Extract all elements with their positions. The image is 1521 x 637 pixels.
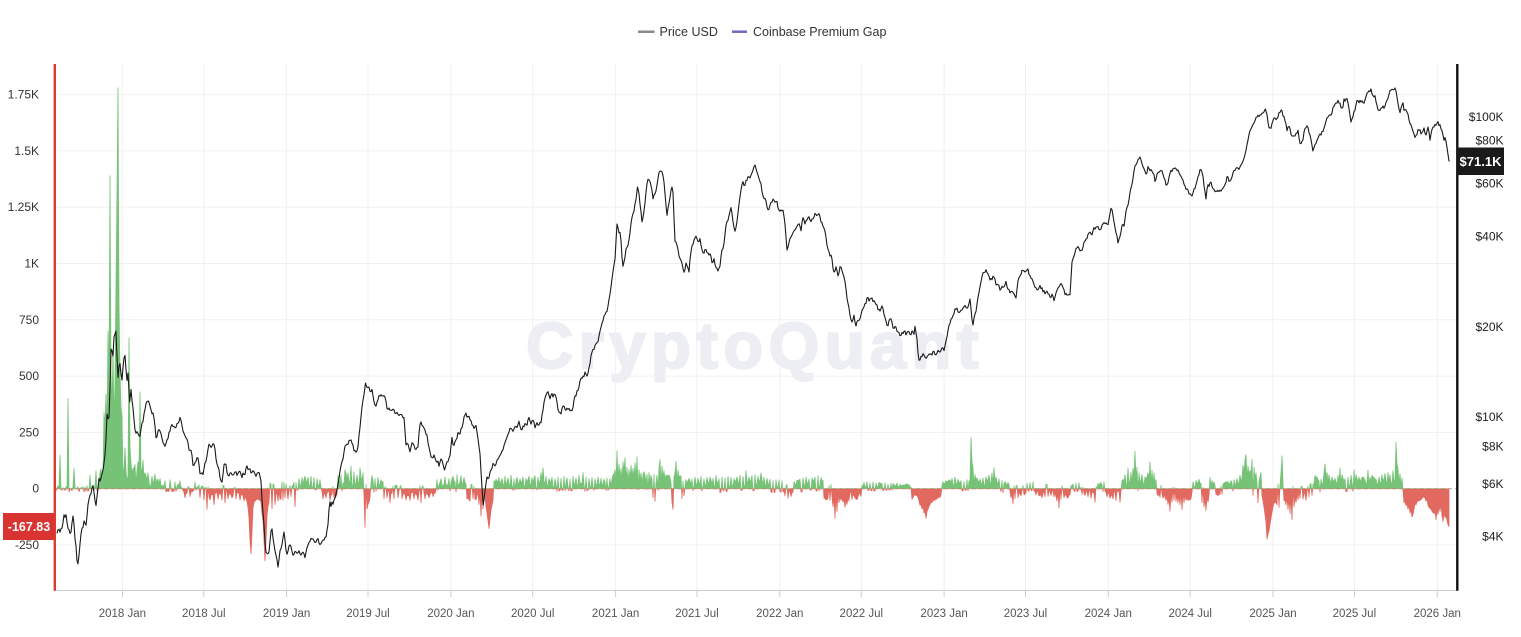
svg-text:2023 Jan: 2023 Jan bbox=[920, 608, 967, 620]
svg-text:2023 Jul: 2023 Jul bbox=[1004, 608, 1047, 620]
svg-text:2026 Jan: 2026 Jan bbox=[1414, 608, 1461, 620]
svg-text:$100K: $100K bbox=[1469, 110, 1504, 124]
svg-text:250: 250 bbox=[19, 425, 39, 439]
svg-text:2018 Jan: 2018 Jan bbox=[99, 608, 146, 620]
svg-text:Price USD: Price USD bbox=[660, 25, 718, 39]
svg-text:1.75K: 1.75K bbox=[8, 88, 39, 102]
svg-text:2022 Jul: 2022 Jul bbox=[840, 608, 883, 620]
svg-text:$71.1K: $71.1K bbox=[1460, 154, 1503, 169]
svg-text:1K: 1K bbox=[24, 257, 39, 271]
svg-text:$20K: $20K bbox=[1475, 320, 1503, 334]
svg-text:-167.83: -167.83 bbox=[8, 520, 50, 534]
svg-text:2020 Jan: 2020 Jan bbox=[427, 608, 474, 620]
svg-text:1.25K: 1.25K bbox=[8, 200, 39, 214]
svg-text:-250: -250 bbox=[15, 538, 39, 552]
svg-text:$6K: $6K bbox=[1482, 477, 1503, 491]
svg-text:$80K: $80K bbox=[1475, 134, 1503, 148]
svg-text:2021 Jul: 2021 Jul bbox=[675, 608, 718, 620]
svg-text:2019 Jul: 2019 Jul bbox=[346, 608, 389, 620]
svg-text:$4K: $4K bbox=[1482, 530, 1503, 544]
svg-text:500: 500 bbox=[19, 369, 39, 383]
svg-text:2024 Jan: 2024 Jan bbox=[1085, 608, 1132, 620]
svg-text:2018 Jul: 2018 Jul bbox=[182, 608, 225, 620]
svg-text:2025 Jan: 2025 Jan bbox=[1249, 608, 1296, 620]
svg-text:$8K: $8K bbox=[1482, 439, 1503, 453]
svg-text:Coinbase Premium Gap: Coinbase Premium Gap bbox=[753, 25, 886, 39]
svg-text:0: 0 bbox=[32, 482, 39, 496]
svg-text:2022 Jan: 2022 Jan bbox=[756, 608, 803, 620]
svg-text:CryptoQuant: CryptoQuant bbox=[526, 309, 984, 382]
svg-text:2024 Jul: 2024 Jul bbox=[1168, 608, 1211, 620]
svg-text:2025 Jul: 2025 Jul bbox=[1333, 608, 1376, 620]
svg-text:2021 Jan: 2021 Jan bbox=[592, 608, 639, 620]
svg-text:1.5K: 1.5K bbox=[14, 144, 39, 158]
svg-text:$40K: $40K bbox=[1475, 230, 1503, 244]
svg-text:750: 750 bbox=[19, 313, 39, 327]
svg-text:2020 Jul: 2020 Jul bbox=[511, 608, 554, 620]
svg-text:2019 Jan: 2019 Jan bbox=[263, 608, 310, 620]
svg-text:$10K: $10K bbox=[1475, 410, 1503, 424]
svg-text:$60K: $60K bbox=[1475, 177, 1503, 191]
